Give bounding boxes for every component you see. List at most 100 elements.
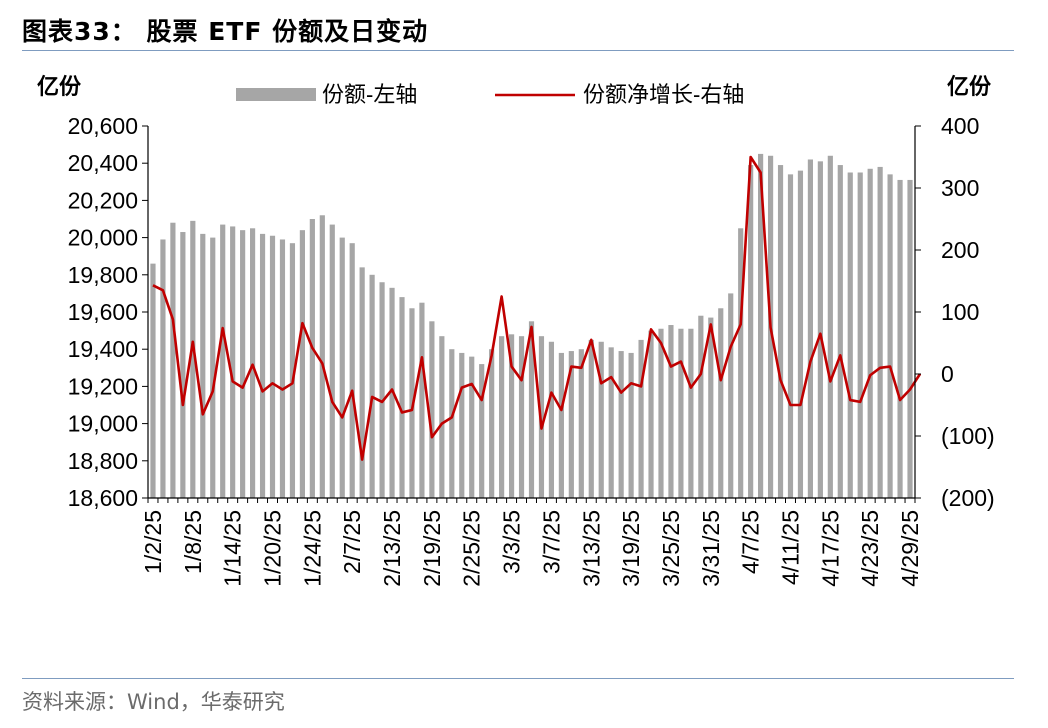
x-tick-label: 1/8/25 (180, 510, 206, 574)
bar (748, 165, 754, 498)
bar (240, 230, 246, 498)
footer-rule (22, 678, 1014, 679)
bar (678, 328, 684, 498)
bar (289, 243, 296, 498)
bar (548, 341, 555, 498)
source-note: 资料来源：Wind，华泰研究 (22, 690, 285, 714)
bar (309, 219, 315, 498)
x-tick-label: 2/13/25 (379, 510, 405, 587)
right-tick-label: (200) (941, 485, 995, 511)
bar (628, 352, 634, 498)
legend: 份额-左轴 份额净增长-右轴 (236, 82, 744, 107)
bar (907, 179, 913, 498)
bar (190, 220, 196, 499)
bar (230, 226, 236, 498)
x-tick-label: 3/19/25 (618, 510, 644, 587)
x-tick-label: 3/25/25 (658, 510, 684, 587)
bar (349, 243, 355, 498)
bar (787, 174, 794, 499)
bar (469, 356, 475, 498)
left-tick-label: 19,600 (68, 299, 138, 325)
bar (339, 237, 345, 498)
bar (688, 328, 694, 498)
bar (369, 274, 375, 498)
bar (279, 239, 286, 498)
figure-title: 图表33： 股票 ETF 份额及日变动 (22, 17, 429, 46)
right-tick-label: 0 (941, 361, 954, 387)
bar (210, 237, 216, 498)
x-tick-label: 4/29/25 (897, 510, 923, 587)
bar (180, 232, 186, 498)
x-tick-label: 4/17/25 (817, 510, 843, 587)
right-tick-label: 200 (941, 237, 979, 263)
right-axis-unit: 亿份 (947, 74, 992, 99)
line-series (152, 155, 922, 461)
bar (508, 334, 515, 498)
bar (250, 228, 256, 499)
right-tick-label: (100) (941, 423, 995, 449)
bar (857, 172, 863, 498)
bar (359, 267, 365, 498)
bar (877, 166, 883, 499)
bar (429, 321, 435, 498)
bar (817, 161, 823, 498)
bar (897, 179, 903, 498)
bar (220, 224, 226, 498)
left-tick-label: 19,200 (68, 373, 138, 399)
bar (170, 222, 176, 498)
bar (459, 352, 465, 498)
left-tick-label: 19,000 (68, 411, 138, 437)
x-tick-label: 1/20/25 (260, 510, 286, 587)
bar (319, 215, 325, 498)
bar (518, 336, 525, 498)
x-tick-label: 3/13/25 (578, 510, 604, 587)
bar (618, 351, 624, 498)
bar (738, 228, 744, 499)
bar (718, 308, 724, 498)
x-tick-label: 3/3/25 (499, 510, 525, 574)
bar (299, 230, 305, 498)
x-tick-label: 4/11/25 (777, 510, 803, 585)
left-tick-label: 20,200 (68, 187, 138, 213)
bar (269, 235, 276, 499)
bar (648, 330, 654, 498)
bar (797, 170, 804, 498)
bar (728, 293, 734, 498)
bar (379, 282, 385, 498)
x-tick-label: 2/7/25 (339, 510, 365, 574)
bar (588, 339, 594, 498)
left-tick-label: 19,400 (68, 336, 138, 362)
bar (847, 172, 853, 498)
chart: 18,600 18,800 19,000 19,200 19,400 19,600 19,8… (37, 74, 995, 587)
bar (389, 287, 395, 498)
x-tick-label: 3/31/25 (698, 510, 724, 587)
legend-bar-swatch (236, 88, 316, 101)
bar (807, 159, 813, 499)
x-tick-label: 4/7/25 (738, 510, 764, 574)
bar (887, 174, 893, 499)
left-tick-label: 18,600 (68, 485, 138, 511)
x-tick-label: 1/24/25 (299, 510, 325, 587)
bar (578, 349, 584, 498)
bar (558, 352, 564, 498)
axes: 18,600 18,800 19,000 19,200 19,400 19,600 19,8… (37, 74, 995, 587)
title-rule (22, 50, 1014, 51)
bar (708, 317, 714, 498)
bar (698, 315, 704, 498)
bar (608, 347, 614, 498)
x-tick-label: 3/7/25 (538, 510, 564, 574)
bar (150, 263, 156, 498)
bar (499, 336, 505, 498)
x-tick-label: 1/14/25 (220, 510, 246, 587)
bar (598, 341, 604, 498)
right-tick-label: 300 (941, 175, 979, 201)
bar (259, 233, 266, 498)
bar (568, 351, 574, 498)
legend-line-label: 份额净增长-右轴 (583, 82, 744, 107)
bar (668, 325, 674, 498)
left-tick-label: 20,600 (68, 113, 138, 139)
left-tick-label: 20,400 (68, 150, 138, 176)
bar (827, 155, 833, 498)
bar (479, 364, 485, 498)
line-path (152, 155, 922, 461)
